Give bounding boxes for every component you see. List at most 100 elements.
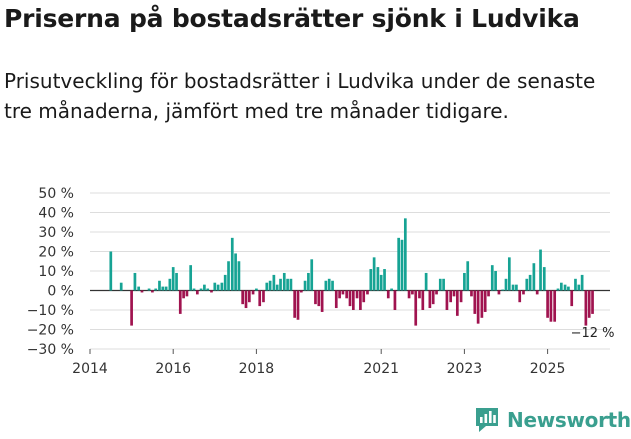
bar (133, 272, 137, 291)
bar (206, 288, 210, 291)
bar (151, 290, 154, 293)
bar (195, 290, 199, 295)
bar (234, 253, 237, 291)
chart-title: Priserna på bostadsrätter sjönk i Ludvik… (4, 4, 580, 33)
bar (455, 290, 459, 316)
bar (216, 284, 220, 291)
y-tick-label: −30 % (27, 342, 74, 358)
bar (334, 290, 338, 309)
bar (258, 290, 262, 307)
bar (501, 289, 505, 291)
bar (559, 282, 563, 291)
bar (331, 280, 334, 291)
bar (338, 290, 341, 299)
bars (109, 218, 594, 326)
bar (241, 290, 245, 305)
y-tick-label: 30 % (38, 225, 74, 241)
bar (351, 290, 355, 310)
bar (289, 278, 293, 291)
bar (178, 290, 182, 314)
bar (359, 290, 362, 310)
bar (140, 290, 144, 293)
bar (476, 290, 480, 324)
bar (279, 278, 282, 291)
bar (591, 290, 594, 314)
bar (355, 290, 359, 299)
bar (414, 290, 418, 326)
bar (199, 288, 203, 291)
bar (470, 290, 473, 297)
bar (247, 290, 251, 303)
bar (539, 249, 542, 291)
bar (403, 218, 407, 291)
y-tick-label: −20 % (27, 323, 74, 339)
bar (494, 271, 497, 291)
bar (525, 278, 529, 291)
bar (518, 290, 522, 303)
bar (348, 290, 352, 307)
y-tick-label: −10 % (27, 303, 74, 319)
bar (237, 261, 241, 291)
bar (161, 286, 165, 291)
bar (171, 267, 175, 291)
x-tick-label: 2025 (530, 361, 566, 377)
bar (203, 284, 206, 291)
bar (182, 290, 185, 299)
bar (192, 288, 196, 291)
bar (299, 290, 303, 293)
bar (386, 290, 390, 299)
y-tick-label: 50 % (38, 186, 74, 202)
bar (390, 288, 393, 291)
chart-subtitle: Prisutveckling för bostadsrätter i Ludvi… (4, 69, 596, 123)
bar (147, 288, 151, 291)
bar (383, 269, 386, 291)
bar (109, 251, 113, 291)
bar (379, 274, 383, 291)
bar (327, 278, 331, 291)
bar (483, 290, 487, 312)
bar (428, 290, 432, 309)
last-value-label: −12 % (571, 326, 615, 341)
bar (584, 290, 588, 326)
bar (567, 286, 570, 291)
y-tick-label: 40 % (38, 206, 74, 222)
bar (158, 280, 161, 291)
bar (580, 274, 584, 291)
bar (535, 290, 539, 295)
bar (366, 290, 369, 295)
x-tick-label: 2016 (155, 361, 191, 377)
bar (185, 290, 189, 297)
bar (452, 290, 456, 297)
bar (369, 269, 373, 291)
bar (244, 290, 248, 309)
bar (317, 290, 321, 307)
bar (570, 290, 574, 307)
bar (549, 290, 553, 322)
bar (435, 290, 438, 295)
bar (473, 290, 477, 314)
bar (303, 280, 307, 291)
bar (223, 274, 227, 291)
bar (268, 280, 272, 291)
bar (542, 267, 546, 291)
bar (119, 282, 123, 291)
brand-name: Newsworthy (507, 408, 631, 432)
bar (480, 290, 484, 318)
x-tick-label: 2018 (239, 361, 275, 377)
bar (345, 290, 349, 299)
bar (449, 290, 453, 303)
bar (210, 290, 213, 293)
bar (407, 290, 411, 299)
bar (307, 272, 310, 291)
bar (411, 290, 414, 295)
bar (314, 290, 317, 305)
bar (522, 290, 525, 295)
bar (487, 290, 490, 297)
y-tick-label: 0 % (47, 284, 74, 300)
bar (251, 290, 255, 295)
y-axis: 50 % 40 % 30 % 20 % 10 % 0 % −10 % −20 % −30 % (27, 186, 74, 358)
bar (272, 274, 276, 291)
bar (438, 278, 442, 291)
bar (400, 239, 404, 291)
